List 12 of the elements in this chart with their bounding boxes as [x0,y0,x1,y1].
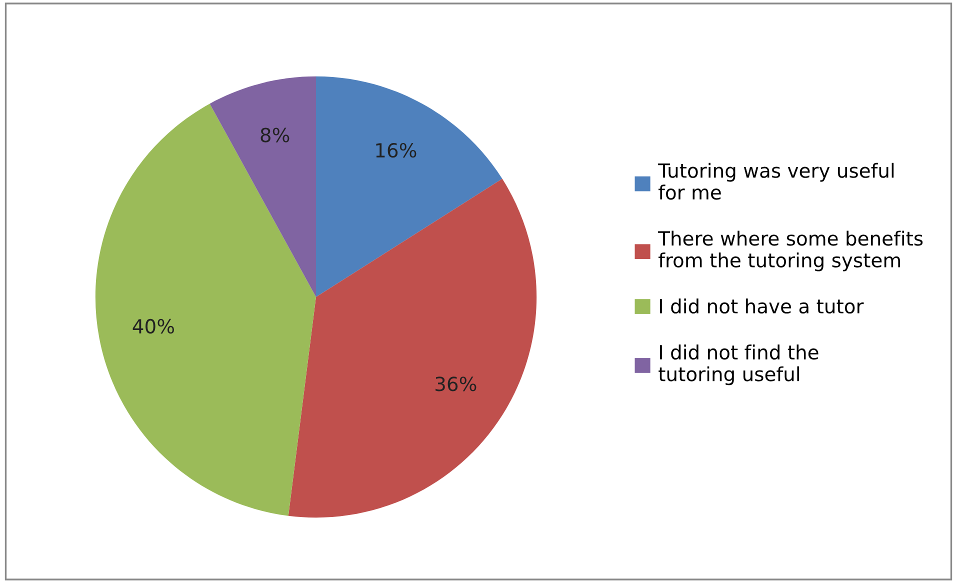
pie-slice [210,76,316,297]
data-label: 16% [376,142,416,158]
pie-slice [288,178,537,518]
data-label: 8% [260,128,290,142]
legend-label: There where some benefits from the tutoring system [658,230,923,272]
data-label: 36% [436,376,476,392]
legend-label: I did not have a tutor [660,298,864,314]
data-label: 40% [132,318,174,334]
pie-slice [316,76,502,297]
legend-label: Tutoring was very useful for me [658,162,894,200]
legend-label: I did not find the tutoring useful [658,344,818,386]
pie-slice [95,104,316,516]
